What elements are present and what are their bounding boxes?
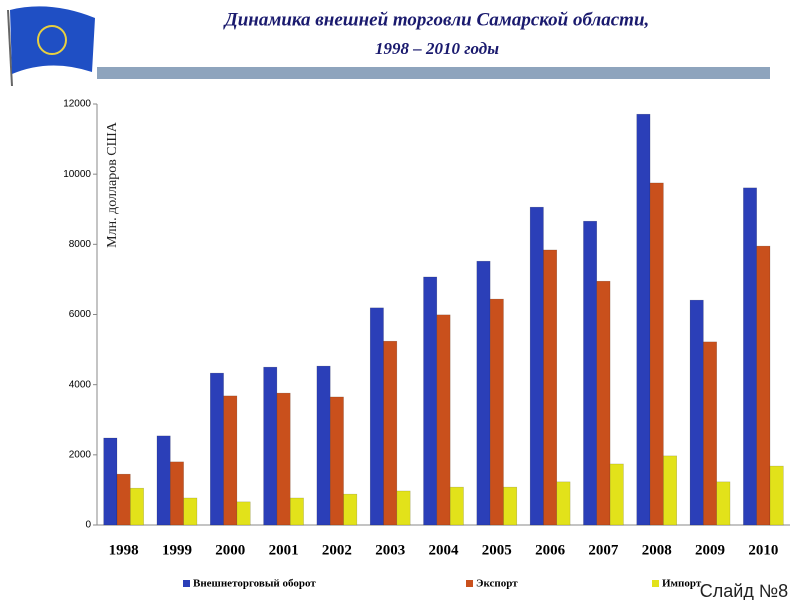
bar	[156, 435, 171, 526]
bar	[543, 249, 558, 526]
legend-swatch	[466, 580, 473, 587]
legend-swatch	[183, 580, 190, 587]
bar	[716, 481, 731, 526]
bar	[423, 276, 438, 526]
x-tick-label: 2004	[429, 542, 460, 558]
y-tick-label: 6000	[69, 309, 92, 320]
x-tick-label: 2005	[482, 542, 512, 558]
title-bar	[97, 67, 770, 79]
y-tick-label: 4000	[69, 379, 92, 390]
bar	[276, 392, 291, 526]
bar	[583, 220, 598, 526]
bar	[596, 280, 611, 526]
x-tick-label: 2010	[748, 542, 778, 558]
y-tick-label: 2000	[69, 449, 92, 460]
legend-label: Внешнеторговый оборот	[193, 578, 316, 590]
chart-title: Динамика внешней торговли Самарской обла…	[223, 9, 650, 30]
legend-label: Экспорт	[476, 578, 518, 590]
bar	[556, 481, 571, 526]
bar	[756, 245, 771, 526]
y-tick-label: 12000	[63, 99, 91, 110]
bar	[396, 490, 411, 526]
x-tick-label: 1998	[109, 542, 139, 558]
legend-swatch	[652, 580, 659, 587]
bar	[223, 395, 238, 526]
bar	[210, 372, 224, 526]
bar	[476, 260, 491, 526]
bar	[769, 465, 784, 526]
bar	[116, 473, 131, 526]
bar	[103, 437, 118, 526]
slide-number: Слайд №8	[700, 581, 788, 600]
bar	[703, 341, 717, 526]
y-axis-label: Млн. долларов США	[105, 121, 120, 248]
x-tick-label: 2008	[642, 542, 672, 558]
bar	[130, 487, 144, 526]
bar	[369, 307, 384, 526]
x-tick-label: 2000	[215, 542, 245, 558]
bar	[436, 314, 451, 526]
x-tick-label: 2009	[695, 542, 725, 558]
y-tick-label: 8000	[69, 239, 92, 250]
x-tick-label: 2001	[269, 542, 299, 558]
bar	[609, 463, 624, 526]
bar	[663, 455, 677, 526]
bar	[636, 113, 651, 526]
bar	[503, 486, 518, 526]
bar	[263, 366, 278, 526]
chart-subtitle: 1998 – 2010 годы	[375, 39, 499, 58]
x-tick-label: 2007	[588, 542, 619, 558]
x-tick-label: 2006	[535, 542, 566, 558]
y-tick-label: 10000	[63, 169, 91, 180]
legend-label: Импорт	[662, 578, 702, 590]
bar	[289, 497, 304, 526]
bar	[529, 206, 544, 526]
bar	[449, 486, 464, 526]
x-tick-label: 2003	[375, 542, 405, 558]
bar	[343, 493, 358, 526]
bar	[183, 497, 198, 526]
bar	[489, 298, 504, 526]
flag-logo	[7, 6, 95, 87]
bar	[329, 396, 344, 526]
bar	[649, 182, 664, 526]
bar	[383, 340, 398, 526]
bar	[743, 187, 757, 526]
y-tick-label: 0	[85, 520, 91, 531]
bar	[236, 501, 251, 526]
bar	[316, 365, 331, 526]
x-tick-label: 1999	[162, 542, 192, 558]
bar	[689, 299, 704, 526]
x-tick-label: 2002	[322, 542, 352, 558]
bar	[170, 461, 184, 526]
